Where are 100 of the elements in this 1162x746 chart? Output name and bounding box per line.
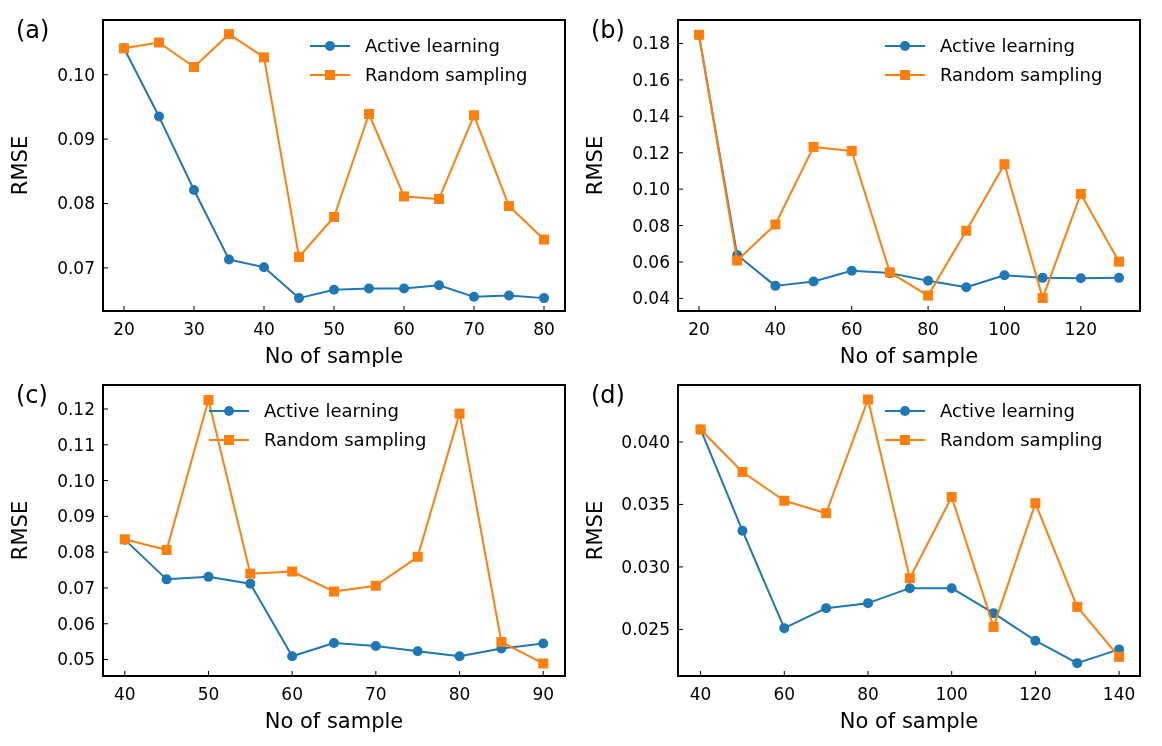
- point: [469, 291, 479, 302]
- x-tick-label: 50: [197, 684, 220, 704]
- point: [808, 276, 819, 287]
- chart-title: (c): [16, 381, 48, 409]
- point: [496, 637, 507, 647]
- x-tick-label: 40: [689, 684, 712, 704]
- point: [538, 638, 549, 649]
- x-axis-title: No of sample: [264, 709, 404, 733]
- point: [329, 212, 339, 222]
- x-tick-label: 80: [917, 319, 939, 339]
- point: [821, 603, 832, 614]
- x-tick-label: 60: [840, 319, 863, 339]
- y-tick-label: 0.18: [632, 33, 670, 54]
- x-tick-label: 120: [1019, 684, 1052, 704]
- point: [961, 225, 972, 236]
- x-axis-title: No of sample: [839, 344, 979, 368]
- point: [161, 574, 172, 585]
- y-tick-label: 0.030: [621, 556, 670, 577]
- point: [999, 159, 1010, 170]
- x-tick-label: 30: [183, 319, 205, 339]
- point: [770, 219, 781, 230]
- legend-label: Active learning: [940, 35, 1075, 57]
- x-tick-label: 40: [253, 319, 275, 339]
- point: [287, 566, 298, 577]
- point: [364, 283, 374, 294]
- point: [203, 395, 214, 406]
- x-tick-label: 80: [448, 684, 471, 704]
- point: [999, 270, 1010, 281]
- point: [779, 623, 790, 634]
- point: [1114, 272, 1124, 283]
- point: [364, 109, 374, 119]
- x-tick-label: 60: [773, 684, 796, 704]
- point: [770, 280, 781, 291]
- point: [923, 275, 934, 286]
- point: [737, 525, 748, 536]
- y-axis-title: RMSE: [583, 500, 607, 561]
- point: [259, 52, 269, 63]
- x-tick-label: 20: [688, 319, 710, 339]
- point: [846, 265, 857, 276]
- point: [961, 282, 972, 293]
- point: [294, 293, 304, 304]
- point: [732, 255, 743, 266]
- point: [1114, 651, 1125, 662]
- point: [737, 466, 748, 477]
- point: [329, 638, 339, 649]
- x-axis-title: No of sample: [264, 344, 404, 368]
- legend-label: Random sampling: [940, 64, 1103, 86]
- point: [1037, 293, 1048, 304]
- point: [469, 110, 479, 121]
- y-tick-label: 0.10: [632, 179, 670, 200]
- point: [189, 184, 199, 195]
- point: [203, 571, 214, 582]
- y-tick-label: 0.12: [57, 398, 95, 419]
- point: [294, 251, 304, 262]
- point: [154, 37, 164, 48]
- point: [412, 646, 423, 657]
- legend-label: Active learning: [365, 35, 500, 57]
- point: [1037, 272, 1048, 283]
- x-tick-label: 140: [1102, 684, 1136, 704]
- x-tick-label: 70: [365, 684, 387, 704]
- point: [539, 293, 549, 304]
- point: [923, 290, 934, 301]
- y-tick-label: 0.09: [57, 506, 95, 527]
- point: [1030, 498, 1041, 509]
- point: [946, 491, 957, 502]
- point: [538, 658, 549, 669]
- point: [245, 568, 256, 579]
- y-tick-label: 0.14: [632, 106, 670, 127]
- x-tick-label: 90: [532, 684, 555, 704]
- y-tick-label: 0.10: [57, 64, 95, 85]
- point: [434, 280, 444, 291]
- point: [224, 29, 234, 40]
- y-tick-label: 0.035: [621, 494, 670, 515]
- y-tick-label: 0.08: [632, 215, 670, 236]
- point: [329, 284, 339, 295]
- y-axis-title: RMSE: [583, 135, 607, 196]
- point: [904, 573, 915, 584]
- y-tick-label: 0.040: [621, 431, 670, 452]
- y-tick-label: 0.07: [57, 257, 95, 278]
- legend-label: Random sampling: [940, 429, 1103, 451]
- point: [821, 508, 832, 519]
- y-axis-title: RMSE: [8, 500, 32, 561]
- chart-title: (d): [591, 381, 625, 409]
- y-tick-label: 0.16: [632, 69, 670, 90]
- point: [988, 621, 999, 632]
- y-tick-label: 0.08: [57, 193, 95, 214]
- point: [504, 201, 514, 212]
- y-tick-label: 0.07: [57, 577, 95, 598]
- x-tick-label: 40: [764, 319, 787, 339]
- y-tick-label: 0.08: [57, 542, 95, 563]
- x-tick-label: 80: [857, 684, 879, 704]
- point: [1075, 273, 1086, 284]
- point: [1114, 256, 1124, 267]
- point: [189, 62, 199, 72]
- point: [504, 290, 514, 301]
- point: [412, 551, 423, 562]
- x-tick-label: 100: [935, 684, 968, 704]
- legend-label: Active learning: [940, 400, 1075, 422]
- x-tick-label: 120: [1064, 319, 1098, 339]
- x-tick-label: 70: [463, 319, 485, 339]
